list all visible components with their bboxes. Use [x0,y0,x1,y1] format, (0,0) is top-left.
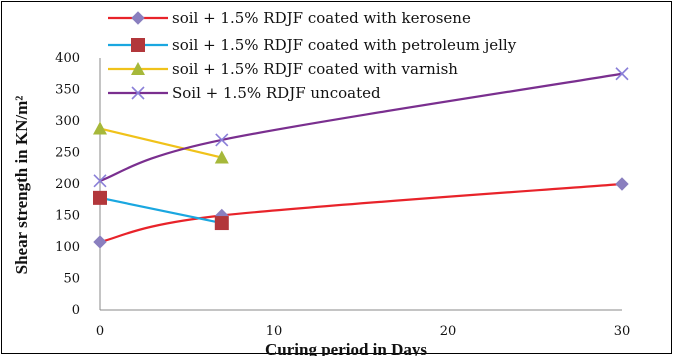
data-point-2-2 [214,216,229,231]
data-point-1-3 [615,177,629,191]
legend-label-1: soil + 1.5% RDJF coated with kerosene [172,9,471,27]
data-point-1-1 [93,235,107,249]
y-tick-label-200: 200 [55,177,80,192]
data-point-4-2 [215,133,229,147]
y-tick-label-300: 300 [55,114,80,129]
y-tick-label-400: 400 [55,51,80,66]
data-point-3-2 [214,150,229,164]
x-tick-label-10: 10 [266,324,283,339]
y-tick-label-150: 150 [55,209,80,224]
series-line-2 [99,196,223,225]
x-tick-label-20: 20 [440,324,457,339]
legend-item-1: soil + 1.5% RDJF coated with kerosene [108,9,471,27]
legend-item-2: soil + 1.5% RDJF coated with petroleum j… [108,36,517,54]
data-point-4-1 [93,174,107,188]
x-axis-title: Curing period in Days [265,340,427,356]
x-tick-label-30: 30 [614,324,631,339]
x-tick-label-0: 0 [96,324,104,339]
legend-item-3: soil + 1.5% RDJF coated with varnish [108,60,458,78]
data-point-3-1 [93,121,107,135]
data-point-2-1 [93,190,107,205]
series-1 [93,177,629,249]
series-layer [93,67,629,249]
legend: soil + 1.5% RDJF coated with kerosene soi… [108,9,517,102]
y-tick-label-100: 100 [55,240,80,255]
legend-marker-2 [131,38,145,52]
legend-marker-4 [131,86,145,100]
y-tick-label-350: 350 [55,83,80,98]
legend-label-2: soil + 1.5% RDJF coated with petroleum j… [172,36,517,54]
legend-item-4: Soil + 1.5% RDJF uncoated [108,84,381,102]
x-tick-labels: 0 10 20 30 [96,324,630,339]
data-point-4-3 [615,67,629,81]
series-4 [93,67,629,188]
series-line-1 [99,182,623,244]
y-tick-labels: 0 50 100 150 200 250 300 350 400 [55,51,80,318]
series-2 [93,190,229,231]
legend-label-4: Soil + 1.5% RDJF uncoated [172,84,381,102]
y-tick-label-0: 0 [72,303,80,318]
series-3 [93,121,229,164]
series-line-3 [99,127,223,159]
legend-marker-1 [131,11,145,25]
y-tick-label-250: 250 [55,146,80,161]
legend-label-3: soil + 1.5% RDJF coated with varnish [172,60,458,78]
y-tick-label-50: 50 [63,272,80,287]
y-axis-title: Shear strength in KN/m² [12,96,31,275]
series-line-4 [99,72,623,182]
legend-marker-3 [131,62,145,75]
